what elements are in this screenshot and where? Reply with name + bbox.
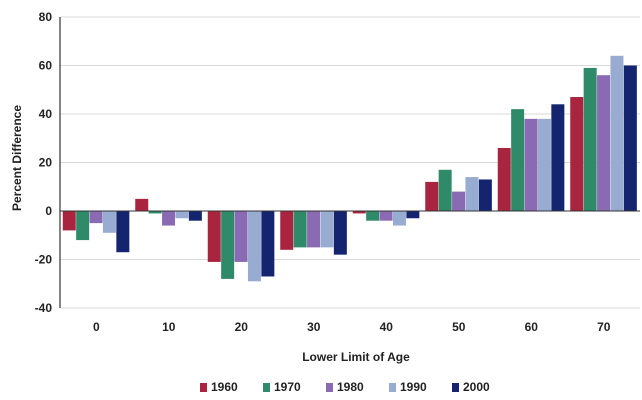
bar-1970-60 bbox=[511, 109, 525, 211]
y-tick-label: -40 bbox=[35, 301, 53, 315]
legend-label-1990: 1990 bbox=[400, 380, 427, 394]
bar-2000-50 bbox=[478, 179, 492, 211]
y-axis-label: Percent Difference bbox=[10, 105, 24, 211]
bar-1980-70 bbox=[597, 75, 611, 211]
legend-label-1960: 1960 bbox=[211, 380, 238, 394]
legend-swatch-2000 bbox=[452, 383, 459, 392]
y-tick-label: 0 bbox=[45, 204, 52, 218]
bar-1960-0 bbox=[62, 211, 76, 231]
bar-1980-10 bbox=[162, 211, 176, 226]
legend-swatch-1960 bbox=[200, 383, 207, 392]
bar-1960-30 bbox=[280, 211, 294, 250]
bar-1990-10 bbox=[175, 211, 189, 219]
bar-2000-0 bbox=[116, 211, 130, 253]
x-tick-label: 60 bbox=[525, 320, 539, 334]
y-tick-label: -20 bbox=[35, 253, 53, 267]
x-tick-label: 10 bbox=[162, 320, 176, 334]
bar-1990-20 bbox=[247, 211, 261, 282]
bar-1980-20 bbox=[234, 211, 248, 262]
y-tick-label: 60 bbox=[39, 59, 53, 73]
y-tick-label: 40 bbox=[39, 107, 53, 121]
bar-1980-40 bbox=[379, 211, 393, 221]
x-tick-label: 50 bbox=[452, 320, 466, 334]
x-tick-label: 30 bbox=[307, 320, 321, 334]
legend-swatch-1970 bbox=[263, 383, 270, 392]
y-tick-label: 80 bbox=[39, 10, 53, 24]
bar-1990-70 bbox=[610, 55, 624, 211]
bar-1970-70 bbox=[583, 67, 597, 212]
bar-2000-40 bbox=[406, 211, 420, 219]
bar-1960-50 bbox=[425, 181, 439, 211]
bar-1980-0 bbox=[89, 211, 103, 224]
bar-1960-70 bbox=[570, 97, 584, 211]
bar-1980-50 bbox=[452, 191, 466, 211]
legend-label-1970: 1970 bbox=[274, 380, 301, 394]
bar-1960-20 bbox=[207, 211, 221, 262]
y-tick-labels: -40 -20 0 20 40 60 80 bbox=[35, 10, 53, 315]
bar-2000-70 bbox=[623, 65, 637, 211]
bar-1970-50 bbox=[438, 169, 452, 211]
bar-1970-40 bbox=[366, 211, 380, 221]
bar-2000-30 bbox=[333, 211, 347, 255]
bar-1990-40 bbox=[392, 211, 406, 226]
bar-1970-10 bbox=[148, 211, 162, 214]
axes-layer bbox=[59, 17, 640, 308]
bar-2000-60 bbox=[551, 104, 565, 211]
legend-swatch-1990 bbox=[389, 383, 396, 392]
y-tick-label: 20 bbox=[39, 156, 53, 170]
legend: 1960 1970 1980 1990 2000 bbox=[200, 380, 490, 394]
x-tick-label: 70 bbox=[597, 320, 611, 334]
legend-label-1980: 1980 bbox=[337, 380, 364, 394]
bar-1980-60 bbox=[524, 118, 538, 211]
x-tick-label: 40 bbox=[380, 320, 394, 334]
bar-1960-10 bbox=[135, 198, 149, 212]
x-tick-label: 20 bbox=[235, 320, 249, 334]
bar-1970-30 bbox=[293, 211, 307, 248]
legend-label-2000: 2000 bbox=[463, 380, 490, 394]
bars-layer bbox=[62, 55, 637, 282]
bar-2000-10 bbox=[188, 211, 202, 221]
bar-1990-0 bbox=[102, 211, 116, 233]
bar-1970-0 bbox=[76, 211, 90, 241]
x-tick-label: 0 bbox=[93, 320, 100, 334]
bar-1990-30 bbox=[320, 211, 334, 248]
x-tick-labels: 0 10 20 30 40 50 60 70 bbox=[93, 320, 611, 334]
bar-1990-60 bbox=[537, 118, 551, 211]
bar-1980-30 bbox=[307, 211, 321, 248]
bar-1960-40 bbox=[352, 211, 366, 214]
legend-swatch-1980 bbox=[326, 383, 333, 392]
bar-1990-50 bbox=[465, 177, 479, 211]
bar-1970-20 bbox=[221, 211, 235, 279]
bar-1960-60 bbox=[497, 147, 511, 211]
bar-2000-20 bbox=[261, 211, 275, 277]
x-axis-label: Lower Limit of Age bbox=[302, 350, 410, 364]
